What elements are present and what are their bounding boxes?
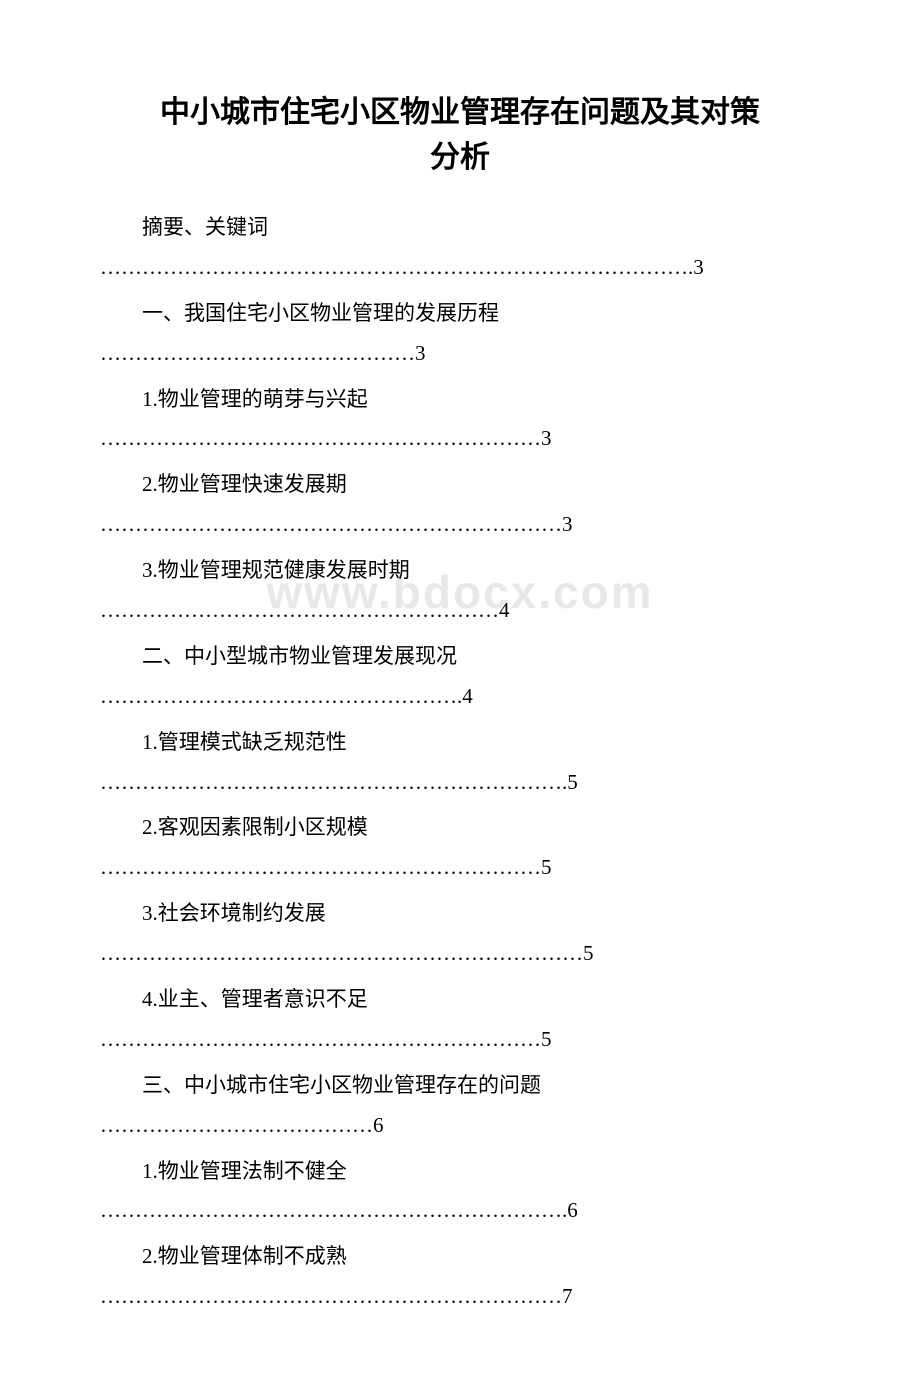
toc-entry: 3.物业管理规范健康发展时期 …………………………………………………4: [100, 551, 820, 631]
toc-label: 三、中小城市住宅小区物业管理存在的问题: [100, 1066, 820, 1106]
toc-leader: ………………………………………………………5: [100, 848, 820, 888]
toc-entry: 一、我国住宅小区物业管理的发展历程 ………………………………………3: [100, 294, 820, 374]
toc-label: 二、中小型城市物业管理发展现况: [100, 637, 820, 677]
toc-entry: 2.物业管理快速发展期 …………………………………………………………3: [100, 465, 820, 545]
toc-entry: 三、中小城市住宅小区物业管理存在的问题 …………………………………6: [100, 1066, 820, 1146]
toc-leader: ………………………………………………………5: [100, 1020, 820, 1060]
toc-label: 1.管理模式缺乏规范性: [100, 723, 820, 763]
toc-leader: …………………………………6: [100, 1106, 820, 1146]
toc-entry: 二、中小型城市物业管理发展现况 …………………………………………….4: [100, 637, 820, 717]
toc-leader: ………………………………………………………3: [100, 419, 820, 459]
toc-leader: ……………………………………………………………5: [100, 934, 820, 974]
toc-leader: ………………………………………………………….6: [100, 1191, 820, 1231]
document-page: 中小城市住宅小区物业管理存在问题及其对策 分析 摘要、关键词 …………………………: [0, 0, 920, 1383]
title-line-1: 中小城市住宅小区物业管理存在问题及其对策: [160, 96, 760, 129]
toc-leader: ………………………………………………………….5: [100, 763, 820, 803]
toc-entry: 3.社会环境制约发展 ……………………………………………………………5: [100, 894, 820, 974]
toc-label: 2.物业管理快速发展期: [100, 465, 820, 505]
toc-label: 3.物业管理规范健康发展时期: [100, 551, 820, 591]
toc-leader: ………………………………………3: [100, 334, 820, 374]
table-of-contents: 摘要、关键词 ………………………………………………………………………….3 一、…: [100, 208, 820, 1317]
toc-label: 1.物业管理法制不健全: [100, 1152, 820, 1192]
toc-leader: …………………………………………………4: [100, 591, 820, 631]
toc-entry: 摘要、关键词 ………………………………………………………………………….3: [100, 208, 820, 288]
toc-leader: …………………………………………….4: [100, 677, 820, 717]
toc-entry: 4.业主、管理者意识不足 ………………………………………………………5: [100, 980, 820, 1060]
toc-entry: 2.客观因素限制小区规模 ………………………………………………………5: [100, 808, 820, 888]
toc-entry: 1.物业管理法制不健全 ………………………………………………………….6: [100, 1152, 820, 1232]
toc-leader: …………………………………………………………7: [100, 1277, 820, 1317]
toc-entry: 2.物业管理体制不成熟 …………………………………………………………7: [100, 1237, 820, 1317]
toc-leader: ………………………………………………………………………….3: [100, 248, 820, 288]
toc-label: 2.客观因素限制小区规模: [100, 808, 820, 848]
toc-entry: 1.物业管理的萌芽与兴起 ………………………………………………………3: [100, 380, 820, 460]
toc-label: 4.业主、管理者意识不足: [100, 980, 820, 1020]
toc-label: 3.社会环境制约发展: [100, 894, 820, 934]
toc-label: 一、我国住宅小区物业管理的发展历程: [100, 294, 820, 334]
toc-label: 2.物业管理体制不成熟: [100, 1237, 820, 1277]
toc-entry: 1.管理模式缺乏规范性 ………………………………………………………….5: [100, 723, 820, 803]
toc-leader: …………………………………………………………3: [100, 505, 820, 545]
toc-label: 1.物业管理的萌芽与兴起: [100, 380, 820, 420]
title-line-2: 分析: [430, 141, 490, 174]
document-title: 中小城市住宅小区物业管理存在问题及其对策 分析: [100, 90, 820, 180]
toc-label: 摘要、关键词: [100, 208, 820, 248]
